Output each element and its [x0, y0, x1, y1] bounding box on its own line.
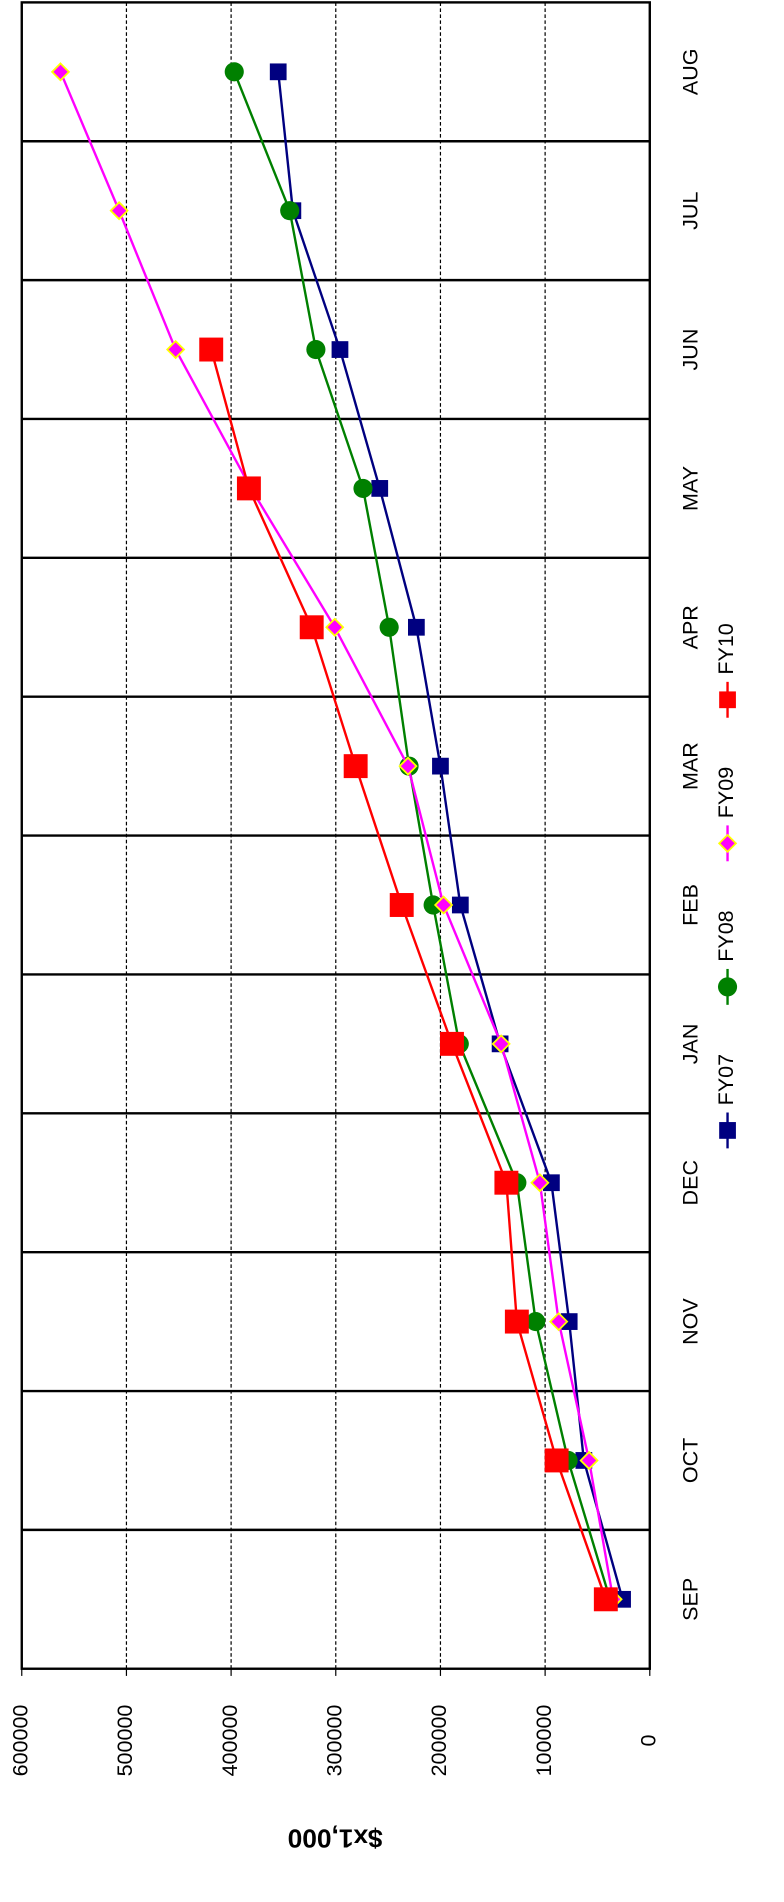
marker	[526, 1312, 546, 1332]
marker	[407, 618, 425, 636]
x-tick-label: SEP	[678, 1578, 702, 1621]
marker	[398, 756, 418, 776]
x-tick-label: APR	[678, 605, 702, 649]
marker	[109, 201, 129, 221]
marker	[491, 1034, 511, 1054]
series-line	[233, 71, 612, 1600]
marker	[331, 341, 349, 358]
marker	[353, 478, 373, 498]
marker	[544, 1448, 569, 1473]
y-tick-label: 200000	[427, 1705, 451, 1777]
marker	[269, 63, 287, 81]
y-tick-label: 500000	[113, 1705, 137, 1777]
x-tick-label: JUL	[678, 192, 702, 230]
series-line	[210, 349, 607, 1600]
marker	[199, 337, 224, 362]
marker	[371, 480, 389, 497]
marker	[432, 757, 449, 775]
marker	[389, 893, 414, 917]
x-tick-label: AUG	[678, 49, 702, 96]
marker	[280, 201, 300, 221]
marker	[719, 691, 736, 709]
x-tick-label: MAR	[678, 742, 702, 790]
marker	[530, 1173, 550, 1193]
x-tick-label: JUN	[678, 329, 702, 371]
marker	[494, 1170, 519, 1195]
marker	[224, 62, 244, 82]
marker	[325, 617, 345, 637]
marker	[719, 1122, 736, 1139]
y-tick-label: 0	[636, 1734, 660, 1746]
marker	[379, 617, 399, 637]
marker	[236, 476, 261, 501]
y-tick-label: 400000	[218, 1705, 242, 1777]
marker	[306, 339, 326, 360]
marker	[299, 615, 324, 640]
series-line	[59, 71, 615, 1600]
marker	[560, 1313, 578, 1330]
axis-title: $x1,000	[288, 1823, 383, 1853]
legend-label: FY10	[714, 623, 738, 674]
x-tick-label: NOV	[678, 1298, 702, 1345]
marker	[50, 62, 71, 82]
marker	[423, 895, 443, 915]
legend-label: FY07	[714, 1054, 738, 1105]
marker	[543, 1174, 560, 1192]
x-tick-label: DEC	[678, 1160, 702, 1205]
series-line	[277, 71, 624, 1600]
x-tick-label: MAY	[678, 466, 702, 511]
x-tick-label: OCT	[678, 1438, 702, 1483]
marker	[343, 754, 368, 779]
marker	[549, 1311, 569, 1332]
marker	[451, 896, 469, 914]
marker	[593, 1587, 618, 1612]
x-tick-label: JAN	[678, 1024, 702, 1065]
marker	[433, 895, 454, 915]
y-tick-label: 100000	[532, 1705, 556, 1777]
y-tick-label: 600000	[8, 1705, 32, 1777]
marker	[165, 339, 186, 360]
marker	[579, 1450, 599, 1471]
legend-label: FY08	[714, 910, 738, 961]
legend-label: FY09	[714, 767, 738, 818]
marker	[717, 977, 738, 997]
marker	[439, 1031, 464, 1056]
y-tick-label: 300000	[322, 1705, 346, 1777]
marker	[717, 833, 738, 853]
x-tick-label: FEB	[678, 884, 702, 926]
marker	[504, 1309, 529, 1334]
